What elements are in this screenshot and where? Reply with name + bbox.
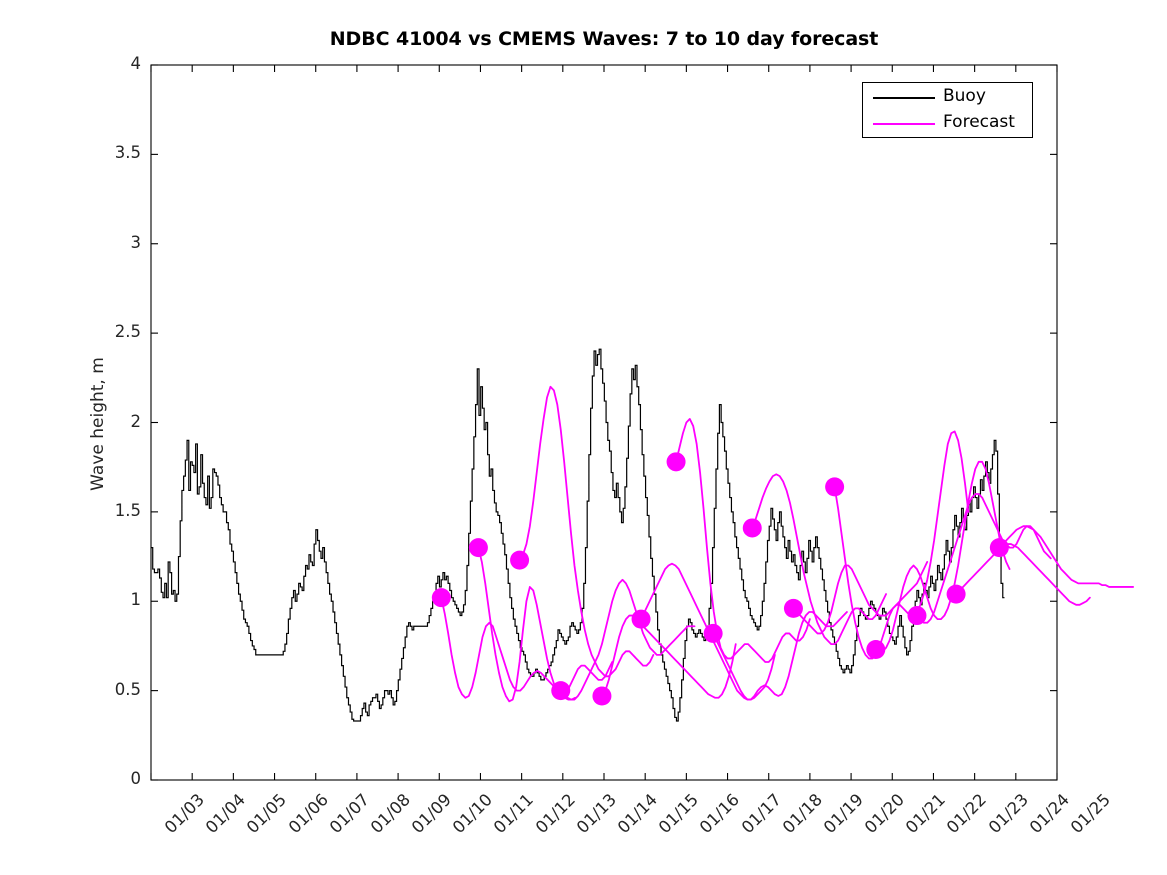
forecast-start-marker[interactable]: [468, 538, 488, 558]
y-tick-label: 0.5: [114, 679, 141, 699]
legend-item-buoy[interactable]: Buoy: [863, 84, 1034, 112]
data-layer: [151, 348, 1135, 722]
forecast-run-line: [955, 543, 1091, 606]
forecast-start-marker[interactable]: [431, 588, 451, 608]
y-tick-label: 4: [130, 54, 142, 73]
chart-title: NDBC 41004 vs CMEMS Waves: 7 to 10 day f…: [329, 28, 879, 50]
y-tick-label: 2: [130, 411, 142, 431]
forecast-run-line: [440, 596, 577, 701]
y-tick-label: 1.5: [114, 500, 141, 520]
axes-frame: [150, 64, 1058, 781]
forecast-start-marker[interactable]: [946, 584, 966, 604]
forecast-run-line: [518, 385, 655, 678]
forecast-start-marker[interactable]: [666, 452, 686, 472]
y-tick-label: 3.5: [114, 143, 141, 163]
y-tick-label: 0: [130, 769, 142, 788]
forecast-start-marker[interactable]: [989, 538, 1009, 558]
forecast-start-marker[interactable]: [742, 518, 762, 538]
forecast-run-line: [675, 418, 811, 663]
y-tick-label: 3: [130, 232, 142, 252]
y-tick-label: 1: [130, 590, 142, 610]
forecast-start-marker[interactable]: [866, 640, 886, 660]
forecast-run-line: [751, 473, 887, 646]
forecast-run-line: [792, 561, 929, 635]
forecast-run-line: [601, 614, 737, 699]
legend-label-buoy: Buoy: [943, 86, 986, 106]
forecast-start-marker[interactable]: [907, 606, 927, 626]
legend-item-forecast[interactable]: Forecast: [863, 110, 1034, 138]
y-tick-label: 2.5: [114, 322, 141, 342]
forecast-start-marker[interactable]: [631, 609, 651, 629]
forecast-start-marker[interactable]: [510, 550, 530, 570]
legend-swatch-buoy: [873, 97, 935, 99]
forecast-run-line: [712, 611, 848, 701]
forecast-run-line: [874, 460, 1011, 653]
forecast-run-line: [998, 525, 1135, 588]
legend-swatch-forecast: [873, 123, 935, 125]
forecast-run-line: [559, 578, 696, 701]
axes-layer: [150, 64, 1058, 781]
forecast-start-marker[interactable]: [592, 686, 612, 706]
forecast-start-marker[interactable]: [703, 623, 723, 643]
legend[interactable]: Buoy Forecast: [862, 82, 1033, 138]
forecast-start-marker[interactable]: [551, 681, 571, 701]
forecast-run-line: [833, 430, 970, 660]
forecast-start-marker[interactable]: [825, 477, 845, 497]
buoy-series-line: [151, 348, 1005, 722]
forecast-start-marker[interactable]: [783, 598, 803, 618]
legend-label-forecast: Forecast: [943, 112, 1015, 132]
